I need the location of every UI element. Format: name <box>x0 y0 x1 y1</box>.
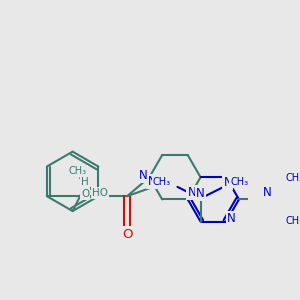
Text: CH₃: CH₃ <box>285 216 300 226</box>
Text: N: N <box>224 176 232 189</box>
Text: CH₃: CH₃ <box>153 177 171 187</box>
Text: HO: HO <box>92 188 108 198</box>
Text: N: N <box>227 212 236 225</box>
Text: O: O <box>122 228 132 241</box>
Text: N: N <box>188 186 196 199</box>
Text: N: N <box>148 175 156 188</box>
Text: CH₃: CH₃ <box>230 177 248 187</box>
Text: CH₃: CH₃ <box>69 167 87 176</box>
Text: N: N <box>138 169 147 182</box>
Text: N: N <box>262 186 272 199</box>
Text: H
O: H O <box>81 177 89 199</box>
Text: CH₃: CH₃ <box>285 173 300 183</box>
Text: N: N <box>196 187 205 200</box>
